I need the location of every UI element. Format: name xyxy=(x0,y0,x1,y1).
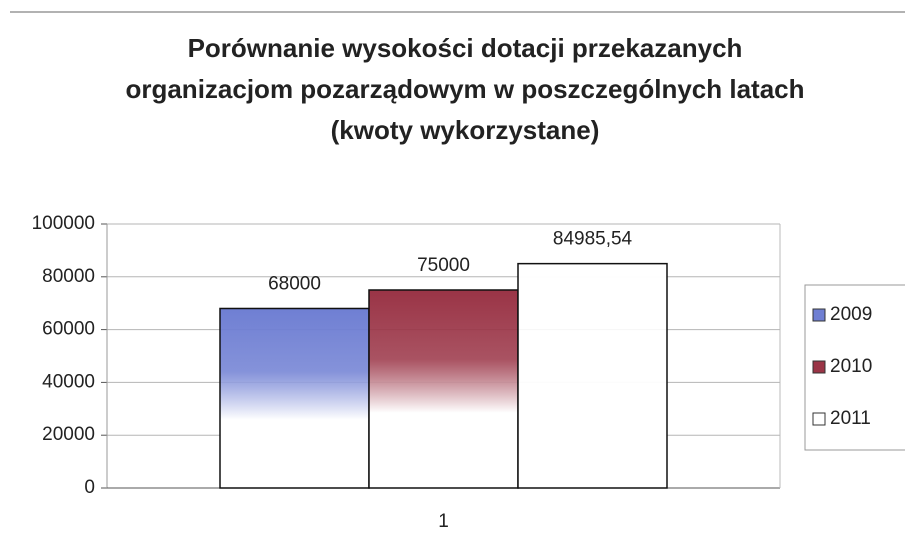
value-label: 75000 xyxy=(417,255,470,276)
y-tick-label: 40000 xyxy=(42,371,95,392)
y-tick-label: 0 xyxy=(84,477,95,498)
legend-marker xyxy=(812,360,826,374)
bar xyxy=(517,262,668,489)
y-tick-label: 80000 xyxy=(42,266,95,287)
bar xyxy=(368,289,519,489)
chart-title: Porównanie wysokości dotacji przekazanyc… xyxy=(125,33,805,145)
y-tick-label: 60000 xyxy=(42,319,95,340)
legend-label: 2009 xyxy=(830,304,872,325)
value-label: 84985,54 xyxy=(553,229,633,250)
y-tick-label: 20000 xyxy=(42,424,95,445)
bar xyxy=(219,307,370,489)
legend-label: 2011 xyxy=(830,408,871,429)
legend-marker xyxy=(812,412,826,426)
y-tick-label: 100000 xyxy=(32,213,95,234)
legend-label: 2010 xyxy=(830,356,872,377)
x-tick-label: 1 xyxy=(438,511,449,532)
value-label: 68000 xyxy=(268,273,321,294)
legend-marker xyxy=(812,308,826,322)
